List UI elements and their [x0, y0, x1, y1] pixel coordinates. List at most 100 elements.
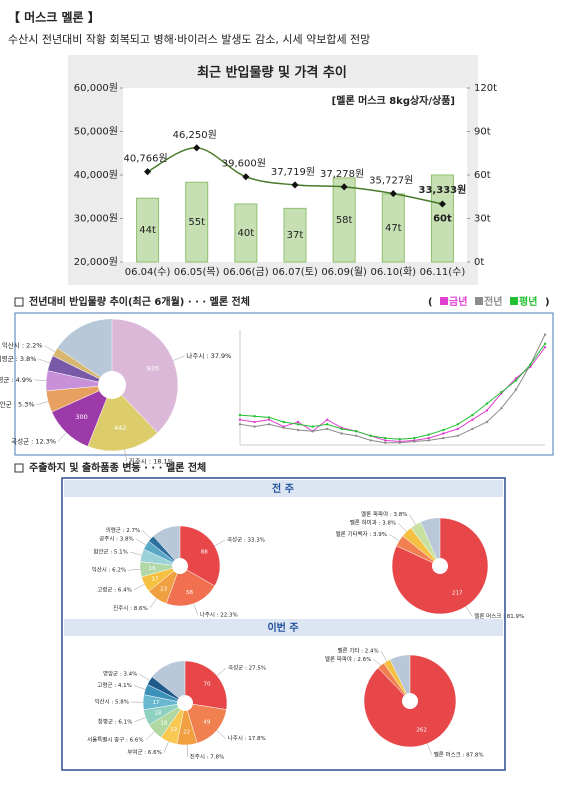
leader-line: [465, 606, 473, 617]
price-label: 37,719원: [271, 166, 315, 178]
point: [354, 430, 358, 433]
leader-line: [134, 717, 146, 723]
point: [296, 420, 300, 424]
panel-title: 이번 주: [267, 621, 298, 634]
leader-line: [214, 539, 226, 547]
legend-bracket: (: [428, 297, 433, 308]
point: [427, 439, 431, 442]
point: [471, 413, 474, 417]
slice-label: 함안군 : 5.1%: [93, 547, 128, 555]
leader-line: [139, 673, 150, 681]
leader-line: [373, 659, 382, 666]
point: [456, 423, 460, 426]
point: [238, 413, 242, 417]
slice-label: 멜론 하미과 : 3.8%: [350, 519, 396, 527]
panel-header: [64, 480, 503, 497]
price-label: 39,600원: [222, 158, 266, 170]
legend-swatch: [440, 297, 448, 305]
leader-line: [44, 345, 56, 352]
x-tick-label: 06.04(수): [125, 266, 171, 278]
leader-line: [388, 534, 400, 541]
bar-label: 58t: [336, 215, 353, 226]
slice-count: 23: [160, 586, 167, 592]
slice-count: 88: [201, 549, 208, 555]
slice-count: 22: [183, 729, 190, 735]
y-tick-label: 40,000원: [74, 169, 118, 181]
point: [471, 427, 474, 431]
bar-label: 40t: [238, 228, 255, 239]
x-tick-label: 06.09(월): [321, 266, 367, 278]
bar-label: 44t: [139, 225, 156, 236]
bullet: [14, 463, 24, 473]
slice-label: 나주시 : 37.9%: [186, 351, 231, 360]
slice-label: 함안군 : 5.3%: [0, 400, 35, 409]
point: [485, 402, 489, 405]
point: [267, 423, 271, 426]
point: [543, 342, 547, 345]
x-tick-label: 06.10(화): [370, 266, 416, 278]
bar-label: 47t: [385, 223, 402, 234]
price-marker: [242, 173, 250, 181]
point: [427, 433, 431, 436]
y2-tick-label: 60t: [474, 170, 491, 181]
chart-title: 최근 반입물량 및 가격 추이: [197, 65, 347, 81]
slice-label: 곡성군 : 12.3%: [11, 436, 56, 445]
y2-tick-label: 30t: [474, 214, 491, 225]
point: [340, 432, 343, 435]
page-subtitle: 수산시 전년대비 작황 회복되고 병해·바이러스 발생도 감소, 시세 약보합세…: [8, 32, 370, 46]
bar: [430, 174, 454, 263]
price-label: 40,766원: [123, 153, 167, 165]
trend-line: [239, 346, 546, 443]
point: [325, 427, 329, 431]
pie-hole: [402, 693, 418, 709]
point: [529, 363, 532, 366]
y-tick-label: 30,000원: [74, 213, 118, 225]
y2-tick-label: 0t: [474, 257, 484, 268]
pie-slice: [147, 676, 186, 704]
y2-tick-label: 120t: [474, 83, 497, 94]
slice-label: 익산시 : 6.2%: [92, 566, 127, 574]
leader-line: [129, 551, 142, 556]
chart-note: [멜론 머스크 8kg상자/상품]: [332, 94, 455, 107]
point: [369, 439, 372, 442]
point: [282, 426, 285, 429]
price-label: 33,333원: [419, 183, 467, 196]
slice-count: 16: [149, 566, 156, 572]
slice-count: 18: [154, 711, 161, 717]
leader-line: [38, 358, 50, 364]
bar-label: 60t: [433, 214, 452, 225]
slice-label: 고령군 : 6.4%: [97, 585, 132, 593]
slice-count: 926: [147, 365, 159, 373]
slice-label: 나주시 : 17.8%: [228, 734, 266, 742]
point: [543, 333, 547, 336]
point: [354, 434, 358, 437]
point: [267, 416, 271, 419]
section-title: 전년대비 반입물량 추이(최근 6개월) · · · 멜론 전체: [29, 295, 250, 308]
legend-swatch: [475, 297, 483, 305]
slice-label: 멜론 파파야 : 3.8%: [361, 510, 407, 518]
point: [456, 427, 460, 431]
section-title: 주출하지 및 출하품종 변동 · · · 멜론 전체: [29, 461, 206, 474]
trend-line: [239, 343, 546, 440]
slice-label: 곡성군 : 27.5%: [228, 663, 266, 671]
slice-label: 창평군 : 6.1%: [98, 717, 133, 725]
y-tick-label: 50,000원: [74, 126, 118, 138]
slice-count: 49: [203, 720, 210, 726]
point: [514, 379, 518, 382]
point: [253, 420, 256, 424]
point: [442, 428, 445, 432]
panel-header: [64, 619, 503, 636]
leader-line: [426, 743, 432, 755]
leader-line: [397, 522, 407, 532]
slice-label: 곡성군 : 33.3%: [227, 535, 265, 543]
bar: [283, 207, 307, 263]
y2-tick-label: 90t: [474, 127, 491, 138]
leader-line: [216, 730, 226, 739]
slice-label: 부여군 : 6.6%: [127, 748, 162, 756]
pie-hole: [432, 558, 448, 574]
price-label: 37,278원: [320, 168, 364, 180]
pie-slice: [179, 525, 221, 587]
slice-count: 19: [170, 727, 177, 733]
point: [514, 377, 518, 380]
point: [427, 436, 431, 440]
